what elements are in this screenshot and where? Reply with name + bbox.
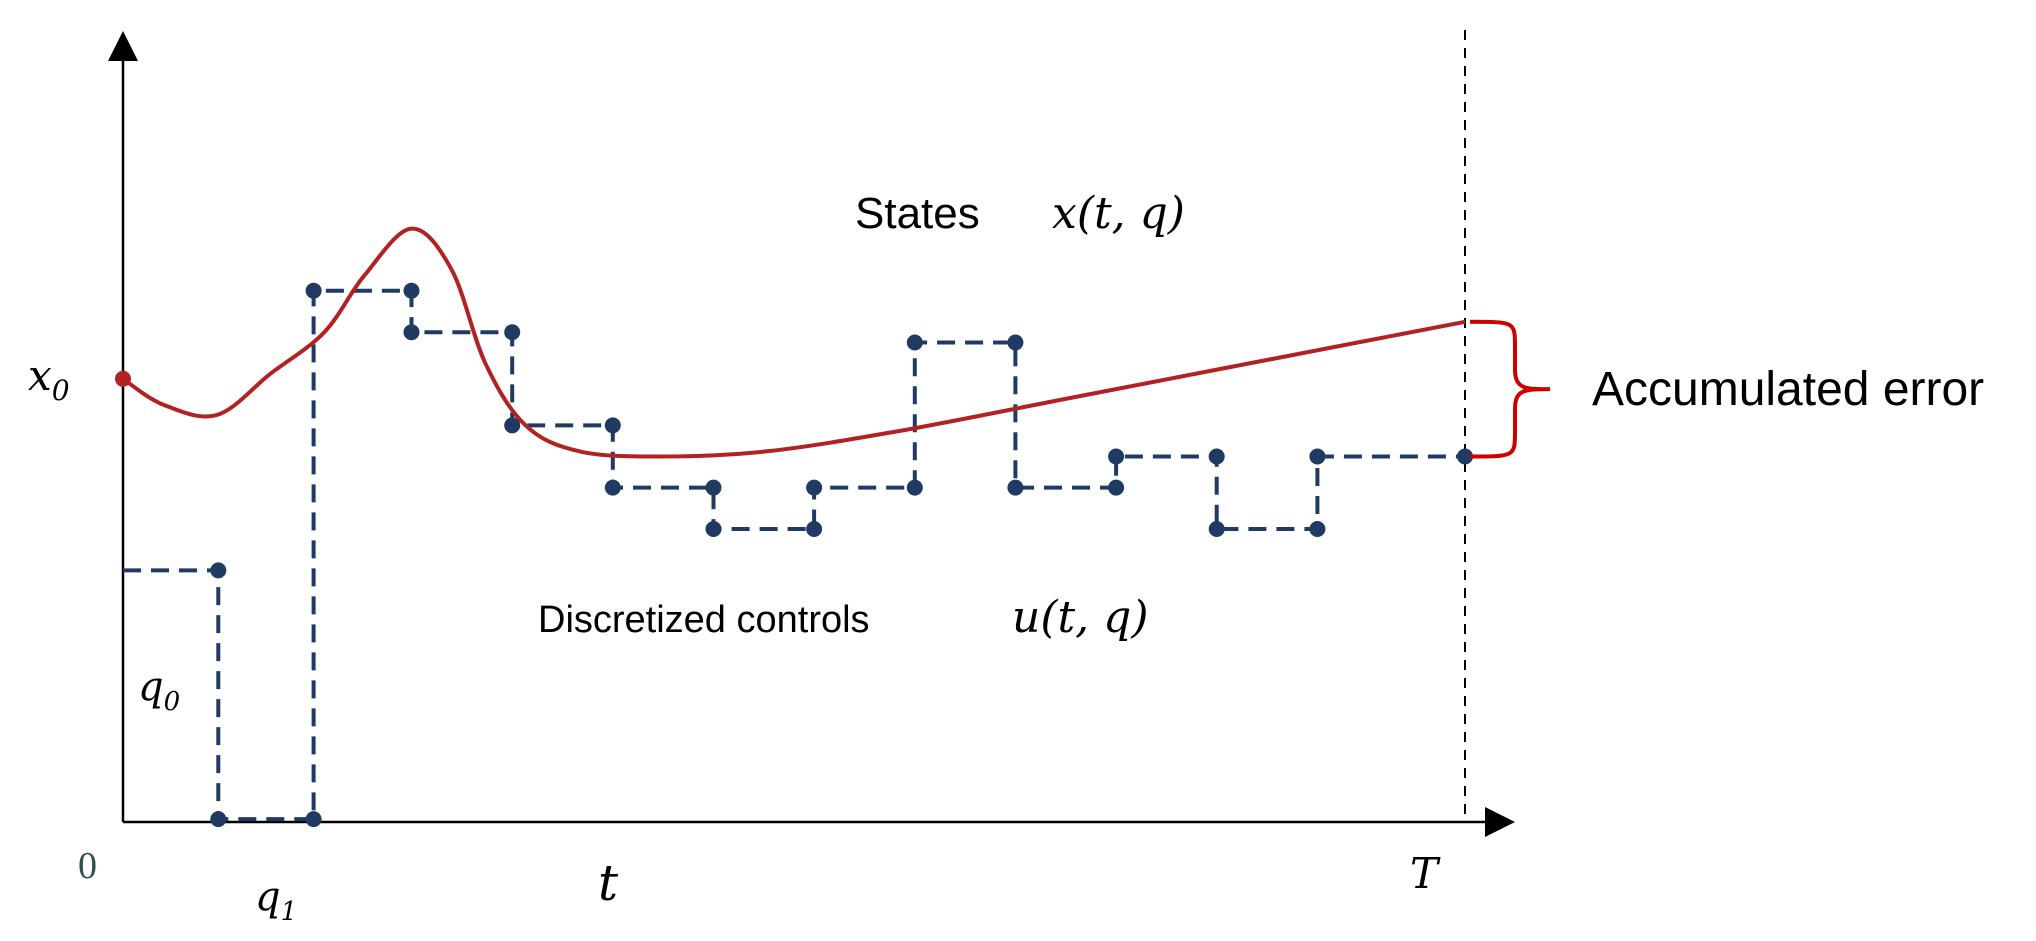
accumulated-error-brace <box>1469 319 1551 459</box>
initial-state-dot <box>115 370 131 387</box>
controls-label: Discretized controls <box>538 599 870 641</box>
control-dot <box>1108 479 1125 496</box>
q1-label: q1 <box>255 874 297 927</box>
control-dot <box>305 811 322 828</box>
control-dot <box>504 324 521 341</box>
control-dot <box>1108 448 1125 465</box>
discretized-controls-path <box>123 288 1465 822</box>
t-axis-label: t <box>598 854 619 912</box>
control-dot <box>1457 448 1473 465</box>
control-dot <box>403 324 420 341</box>
states-function: x(t, q) <box>1052 188 1185 239</box>
states-label: States <box>855 189 980 238</box>
control-dot <box>705 479 722 496</box>
control-dot <box>806 479 823 496</box>
control-dot <box>906 334 923 351</box>
control-dot <box>504 417 521 434</box>
control-dot <box>305 282 322 299</box>
control-dot <box>1007 479 1024 496</box>
control-dots-group <box>210 282 1473 828</box>
control-dot <box>806 521 823 537</box>
control-dot <box>604 417 621 434</box>
control-dot <box>1208 521 1225 537</box>
q0-label: q0 <box>138 664 180 717</box>
accumulated-error-label: Accumulated error <box>1592 363 1984 416</box>
control-dot <box>210 811 227 828</box>
control-dot <box>210 562 227 579</box>
x0-label: x0 <box>28 351 70 407</box>
zero-label: 0 <box>78 845 97 887</box>
control-dot <box>403 282 420 299</box>
control-dot <box>1007 334 1024 351</box>
control-dot <box>705 521 722 537</box>
control-dot <box>1309 521 1326 537</box>
control-dot <box>1309 448 1326 465</box>
control-dot <box>906 479 923 496</box>
state-curve <box>121 226 1466 459</box>
controls-function: u(t, q) <box>1012 592 1149 643</box>
control-dot <box>1208 448 1225 465</box>
control-dot <box>604 479 621 496</box>
T-label: T <box>1410 849 1441 898</box>
